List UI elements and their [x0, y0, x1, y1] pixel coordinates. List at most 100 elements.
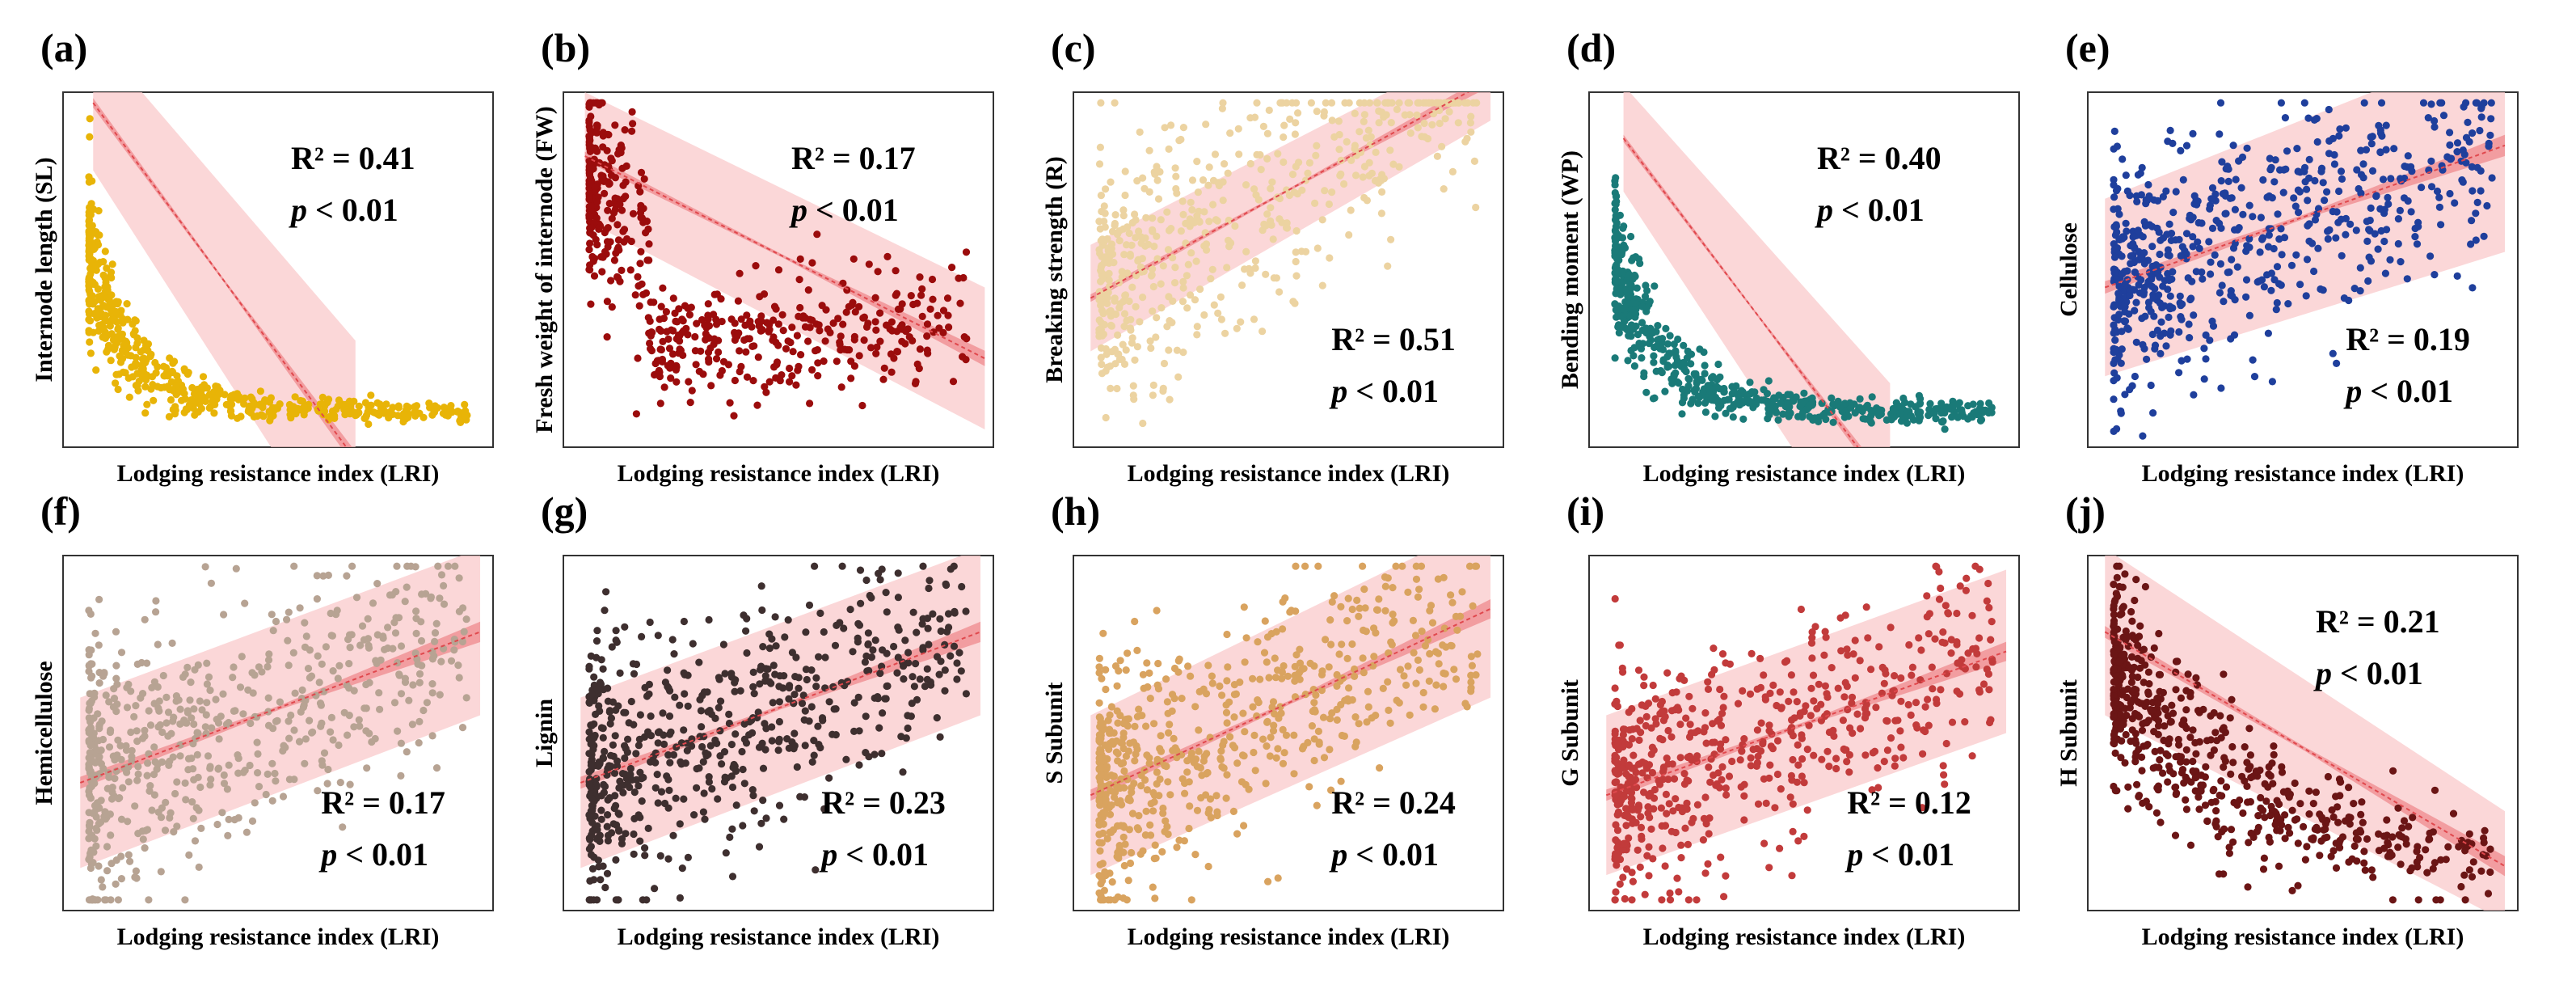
data-point — [603, 869, 612, 877]
data-point — [1385, 706, 1393, 715]
data-point — [586, 239, 594, 247]
data-point — [362, 412, 371, 420]
data-point — [285, 717, 293, 725]
data-point — [1704, 685, 1713, 694]
data-point — [856, 566, 865, 574]
data-point — [607, 171, 616, 180]
data-point — [148, 806, 156, 814]
data-point — [1145, 669, 1153, 678]
data-point — [1436, 120, 1444, 128]
data-point — [1157, 280, 1165, 288]
data-point — [602, 588, 610, 596]
data-point — [2216, 260, 2224, 268]
data-point — [762, 725, 770, 733]
data-point — [214, 764, 223, 772]
data-point — [693, 319, 701, 328]
data-point — [1239, 709, 1247, 717]
data-point — [715, 348, 723, 357]
data-point — [397, 690, 406, 698]
data-point — [695, 658, 703, 666]
data-point — [601, 883, 609, 892]
data-point — [1333, 670, 1341, 679]
data-point — [2189, 129, 2197, 137]
data-point — [2120, 317, 2128, 325]
data-point — [680, 617, 689, 626]
data-point — [2311, 216, 2320, 224]
data-point — [682, 324, 690, 332]
data-point — [1098, 360, 1106, 369]
data-point — [2378, 132, 2386, 140]
data-point — [238, 653, 246, 661]
data-point — [779, 327, 787, 335]
data-point — [1760, 386, 1768, 394]
data-point — [1423, 134, 1432, 143]
data-point — [1821, 628, 1829, 636]
data-point — [264, 662, 272, 671]
data-point — [1135, 227, 1143, 235]
data-point — [862, 652, 871, 661]
data-point — [2242, 276, 2251, 284]
data-point — [210, 409, 218, 417]
data-point — [620, 226, 629, 234]
data-point — [148, 683, 156, 692]
data-point — [1431, 705, 1439, 713]
data-point — [428, 680, 436, 688]
data-point — [2462, 158, 2470, 167]
data-point — [1461, 99, 1469, 107]
data-point — [301, 619, 309, 627]
data-point — [345, 397, 354, 405]
data-point — [2379, 175, 2388, 184]
data-point — [1833, 400, 1842, 408]
data-point — [1301, 247, 1310, 256]
data-point — [379, 634, 387, 642]
data-point — [874, 268, 882, 276]
data-point — [639, 290, 647, 298]
data-point — [1102, 413, 1110, 422]
data-point — [2178, 357, 2186, 365]
data-point — [2212, 217, 2220, 225]
data-point — [1890, 412, 1899, 421]
data-point — [689, 640, 697, 648]
data-point — [117, 353, 125, 361]
data-point — [669, 750, 678, 759]
data-point — [1224, 663, 1232, 671]
data-point — [1126, 324, 1134, 332]
data-point — [1376, 764, 1384, 772]
data-point — [204, 752, 213, 760]
data-point — [1102, 367, 1110, 375]
data-point — [1121, 167, 1129, 175]
data-point — [585, 698, 593, 707]
data-point — [92, 261, 100, 269]
data-point — [1619, 873, 1627, 881]
data-point — [1185, 824, 1193, 833]
data-point — [715, 704, 723, 712]
data-point — [132, 353, 140, 361]
data-point — [913, 628, 921, 636]
data-point — [253, 738, 261, 746]
data-point — [362, 727, 370, 735]
data-point — [230, 707, 238, 716]
data-point — [434, 562, 442, 570]
data-point — [2270, 276, 2279, 284]
data-point — [1412, 679, 1420, 687]
data-point — [176, 705, 184, 713]
data-point — [613, 762, 622, 771]
data-point — [762, 814, 770, 822]
data-point — [1330, 592, 1339, 600]
data-point — [939, 328, 947, 336]
data-point — [1937, 399, 1946, 408]
data-point — [1694, 399, 1702, 408]
data-point — [1463, 703, 1471, 711]
data-point — [820, 628, 828, 636]
data-point — [1843, 645, 1851, 653]
data-point — [1651, 394, 1659, 402]
data-point — [323, 399, 331, 407]
data-point — [879, 709, 887, 717]
data-point — [593, 241, 601, 249]
data-point — [628, 127, 636, 135]
data-point — [2257, 213, 2265, 222]
data-point — [1110, 259, 1118, 267]
data-point — [86, 699, 94, 708]
data-point — [679, 351, 687, 359]
data-point — [923, 332, 931, 340]
